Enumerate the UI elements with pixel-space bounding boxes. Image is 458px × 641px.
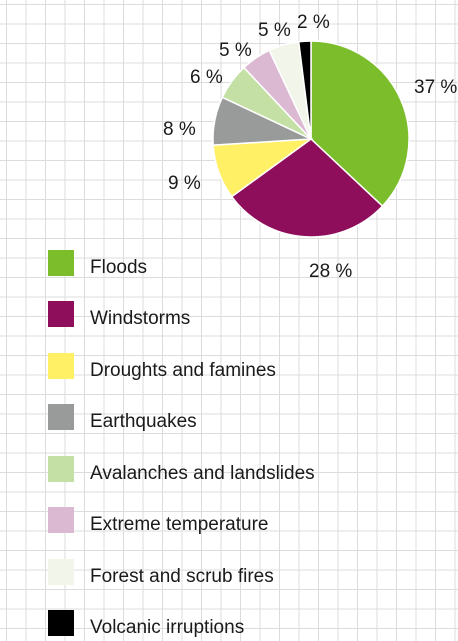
pie-slice-floods bbox=[310, 40, 410, 208]
legend-label-volcanic: Volcanic irruptions bbox=[90, 617, 245, 638]
legend-label-droughts: Droughts and famines bbox=[90, 360, 276, 381]
legend-swatch-forest-fires bbox=[48, 559, 74, 585]
pct-label-floods: 37 % bbox=[414, 77, 458, 98]
pct-label-earthquakes: 8 % bbox=[163, 119, 196, 140]
pct-label-volcanic: 2 % bbox=[297, 12, 330, 33]
legend-swatch-avalanches bbox=[48, 456, 74, 482]
legend-label-avalanches: Avalanches and landslides bbox=[90, 463, 315, 484]
pct-label-droughts: 9 % bbox=[168, 173, 201, 194]
legend-swatch-floods bbox=[48, 250, 74, 276]
legend-swatch-extreme-temperature bbox=[48, 507, 74, 533]
pct-label-windstorms: 28 % bbox=[309, 261, 353, 282]
legend-swatch-windstorms bbox=[48, 301, 74, 327]
legend-swatch-earthquakes bbox=[48, 404, 74, 430]
legend-label-earthquakes: Earthquakes bbox=[90, 411, 197, 432]
legend-label-extreme-temperature: Extreme temperature bbox=[90, 514, 269, 535]
legend-label-floods: Floods bbox=[90, 257, 148, 278]
pie-slice-windstorms bbox=[230, 138, 384, 238]
pie-slice-volcanic bbox=[297, 40, 312, 140]
legend-swatch-volcanic bbox=[48, 610, 74, 636]
legend-label-windstorms: Windstorms bbox=[90, 308, 191, 329]
legend-label-forest-fires: Forest and scrub fires bbox=[90, 566, 274, 587]
legend-swatch-droughts bbox=[48, 353, 74, 379]
pct-label-forest-fires: 5 % bbox=[258, 20, 291, 41]
pct-label-extreme-temperature: 5 % bbox=[219, 40, 252, 61]
pct-label-avalanches: 6 % bbox=[190, 67, 223, 88]
